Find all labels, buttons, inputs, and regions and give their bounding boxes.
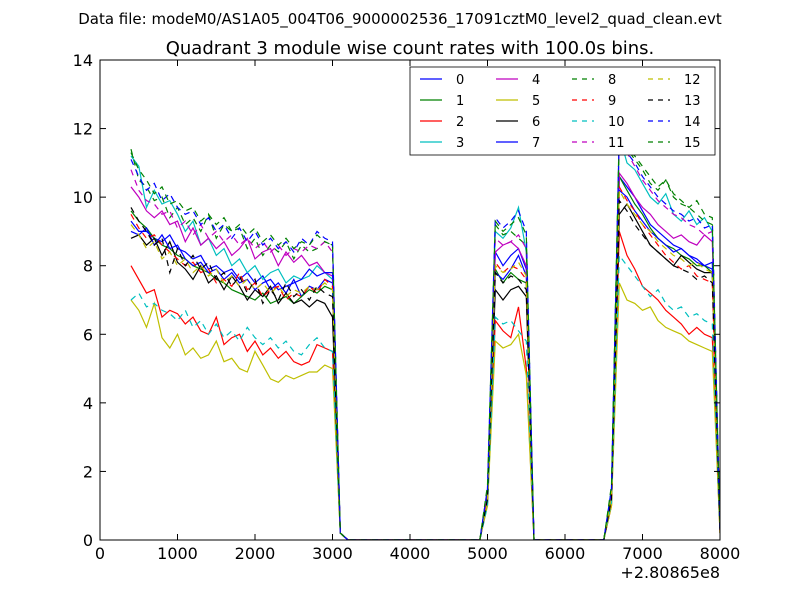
x-tick-label: 4000 xyxy=(390,544,431,563)
legend-label-5: 5 xyxy=(532,94,540,109)
series-line-9 xyxy=(130,184,720,540)
x-tick-label: 0 xyxy=(95,544,105,563)
series-line-4 xyxy=(130,171,720,540)
series-line-6 xyxy=(130,202,720,540)
series-line-15 xyxy=(130,137,720,540)
series-line-13 xyxy=(130,198,720,540)
legend-label-14: 14 xyxy=(684,115,701,130)
x-tick-label: 5000 xyxy=(467,544,508,563)
legend-label-6: 6 xyxy=(532,115,540,130)
series-line-7 xyxy=(130,188,720,540)
series-line-8 xyxy=(130,128,720,540)
legend-label-9: 9 xyxy=(608,94,616,109)
x-tick-label: 1000 xyxy=(157,544,198,563)
legend-label-1: 1 xyxy=(456,94,464,109)
x-tick-label: 8000 xyxy=(700,544,741,563)
y-tick-label: 10 xyxy=(73,188,93,207)
x-axis-ticks: 0 1000 2000 3000 4000 5000 6000 7000 8000 xyxy=(95,60,740,563)
y-tick-label: 6 xyxy=(83,325,93,344)
y-tick-label: 4 xyxy=(83,394,93,413)
y-tick-label: 12 xyxy=(73,120,93,139)
legend-label-11: 11 xyxy=(608,136,625,151)
y-tick-label: 14 xyxy=(73,51,93,70)
legend-label-12: 12 xyxy=(684,73,701,88)
x-tick-label: 2000 xyxy=(235,544,276,563)
x-tick-label: 6000 xyxy=(545,544,586,563)
legend-label-8: 8 xyxy=(608,73,616,88)
series-line-1 xyxy=(130,174,720,540)
legend-label-10: 10 xyxy=(608,115,625,130)
x-axis-offset-label: +2.80865e8 xyxy=(620,563,720,582)
series-line-3 xyxy=(130,135,720,540)
y-tick-label: 0 xyxy=(83,531,93,550)
y-tick-label: 8 xyxy=(83,257,93,276)
series-lines xyxy=(130,128,720,540)
legend-label-4: 4 xyxy=(532,73,540,88)
legend-label-0: 0 xyxy=(456,73,464,88)
series-line-11 xyxy=(130,135,720,540)
chart-title: Quadrant 3 module wise count rates with … xyxy=(166,38,655,59)
series-line-2 xyxy=(130,231,720,540)
x-tick-label: 7000 xyxy=(622,544,663,563)
y-tick-label: 2 xyxy=(83,462,93,481)
figure-suptitle: Data file: modeM0/AS1A05_004T06_90000025… xyxy=(78,10,722,29)
legend-label-15: 15 xyxy=(684,136,701,151)
legend-label-2: 2 xyxy=(456,115,464,130)
legend-label-13: 13 xyxy=(684,94,701,109)
series-line-10 xyxy=(130,253,720,540)
series-line-0 xyxy=(130,174,720,540)
x-tick-label: 3000 xyxy=(312,544,353,563)
legend-label-7: 7 xyxy=(532,136,540,151)
legend-label-3: 3 xyxy=(456,136,464,151)
series-line-12 xyxy=(130,188,720,540)
legend-box xyxy=(409,66,716,156)
series-line-5 xyxy=(130,282,720,540)
